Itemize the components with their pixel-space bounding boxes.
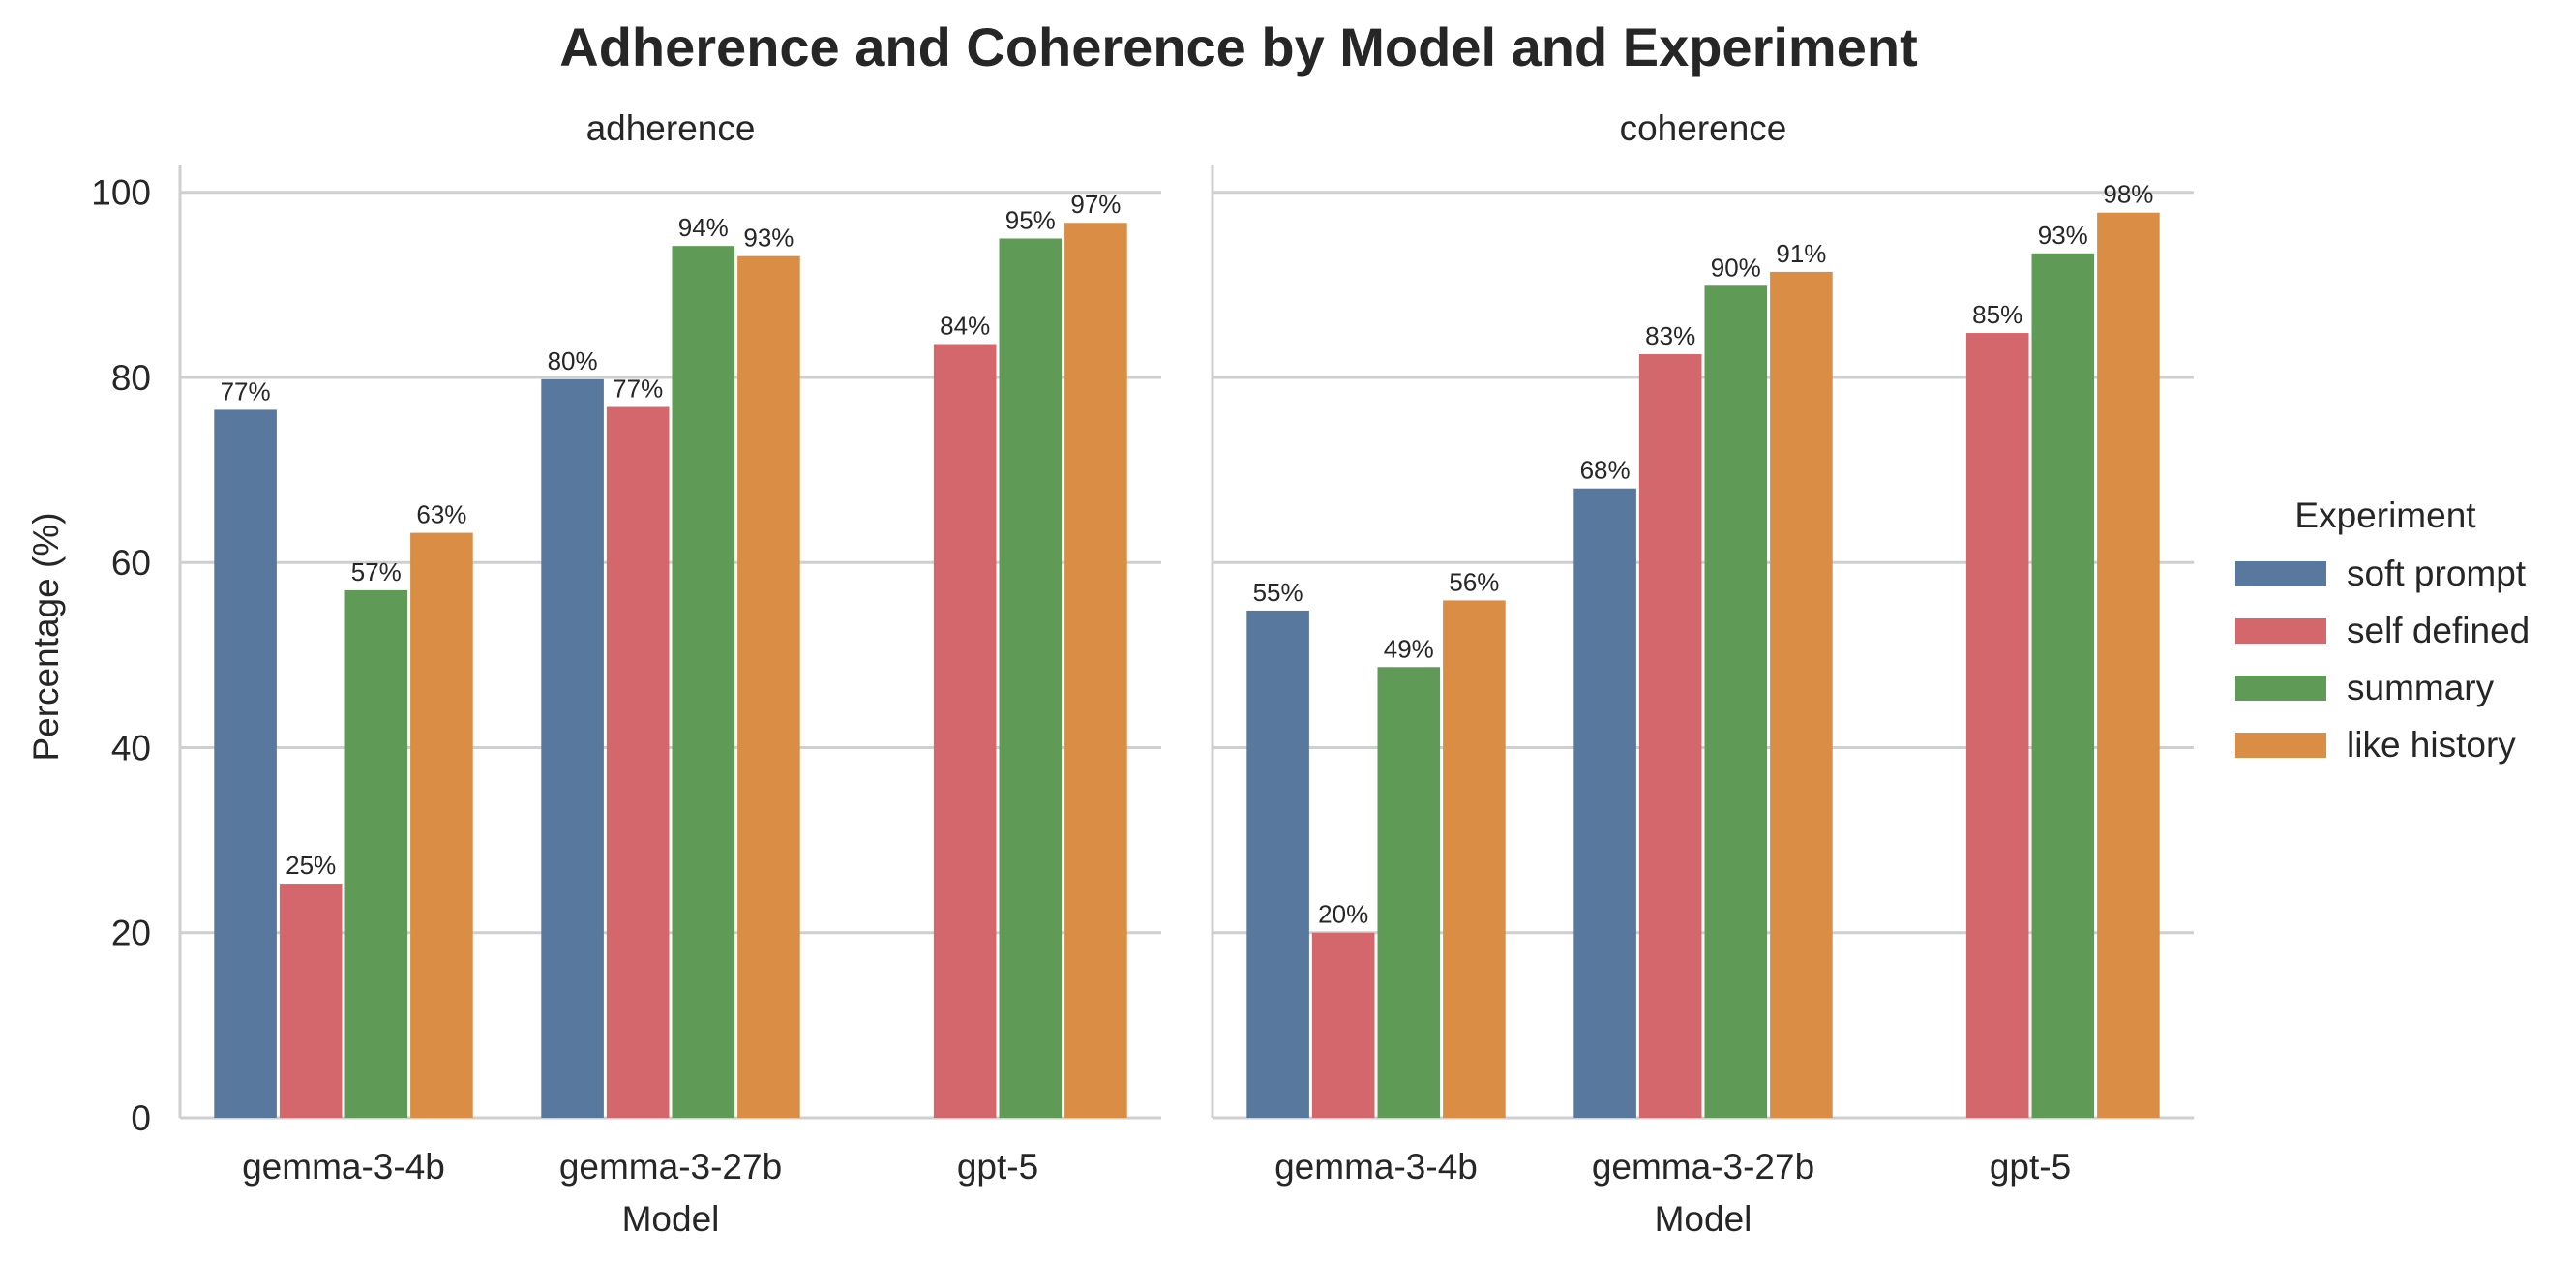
y-tick-label: 0 (131, 1098, 151, 1138)
bar-value-label: 93% (2038, 221, 2088, 250)
bar-like-history-gemma-3-4b (1443, 600, 1506, 1118)
x-tick-label: gemma-3-27b (559, 1147, 782, 1187)
bar-value-label: 77% (221, 376, 271, 406)
bar-soft-prompt-gemma-3-27b (541, 378, 604, 1118)
bar-value-label: 20% (1318, 900, 1368, 929)
bar-like-history-gpt-5 (1064, 223, 1127, 1119)
panel-adherence: 0 20 40 60 80 100 adherence 77% 25% 57% 63% gemma-3… (91, 108, 1161, 1239)
bar-value-label: 91% (1776, 239, 1826, 268)
panel-coherence: coherence 55% 20% 49% 56% gemma-3-4b 68% 83% 90%… (1211, 108, 2194, 1239)
bar-soft-prompt-gemma-3-4b (214, 409, 277, 1118)
bar-value-label: 83% (1645, 321, 1695, 350)
x-tick-label: gemma-3-4b (1274, 1147, 1478, 1187)
y-tick-label: 60 (111, 543, 151, 583)
panels: 0 20 40 60 80 100 adherence 77% 25% 57% 63% gemma-3… (91, 108, 2194, 1239)
bar-value-label: 80% (548, 346, 598, 376)
panel-title: coherence (1620, 108, 1787, 148)
bar-summary-gpt-5 (999, 238, 1063, 1118)
bar-soft-prompt-gemma-3-4b (1246, 610, 1309, 1118)
bar-value-label: 90% (1711, 253, 1761, 282)
bar-value-label: 25% (285, 851, 336, 880)
bar-value-label: 77% (613, 375, 663, 404)
legend-label-soft-prompt: soft prompt (2347, 554, 2527, 593)
bar-value-label: 68% (1580, 456, 1631, 485)
bar-value-label: 98% (2103, 180, 2153, 209)
y-tick-label: 100 (91, 173, 151, 213)
bar-self-defined-gemma-3-4b (279, 884, 343, 1118)
x-axis-label: Model (622, 1199, 720, 1239)
bar-summary-gemma-3-27b (1704, 285, 1768, 1118)
x-axis-label: Model (1655, 1199, 1752, 1239)
legend-label-self-defined: self defined (2347, 611, 2530, 650)
legend-label-summary: summary (2347, 668, 2495, 707)
bar-summary-gemma-3-4b (344, 589, 408, 1118)
bar-value-label: 56% (1449, 567, 1499, 596)
y-tick-label: 40 (111, 728, 151, 767)
bar-self-defined-gemma-3-27b (1638, 354, 1702, 1118)
bar-like-history-gemma-3-27b (737, 255, 800, 1118)
legend-swatch-self-defined (2235, 618, 2326, 644)
bar-value-label: 94% (678, 213, 729, 242)
bar-value-label: 95% (1005, 206, 1056, 235)
bar-like-history-gemma-3-27b (1770, 271, 1833, 1119)
bar-summary-gemma-3-27b (672, 246, 735, 1118)
bar-summary-gpt-5 (2031, 253, 2095, 1119)
bar-value-label: 49% (1384, 634, 1434, 663)
legend-title: Experiment (2294, 496, 2476, 535)
x-tick-label: gemma-3-27b (1592, 1147, 1814, 1187)
y-tick-label: 20 (111, 914, 151, 953)
bar-self-defined-gpt-5 (1965, 333, 2029, 1118)
panel-title: adherence (586, 108, 756, 148)
x-tick-label: gpt-5 (957, 1147, 1038, 1187)
bar-like-history-gpt-5 (2097, 212, 2160, 1118)
bar-value-label: 97% (1070, 190, 1121, 219)
legend-label-like-history: like history (2347, 725, 2516, 765)
bar-value-label: 57% (351, 557, 402, 586)
chart-title: Adherence and Coherence by Model and Exp… (559, 16, 1917, 77)
bar-self-defined-gemma-3-4b (1311, 932, 1375, 1118)
bar-like-history-gemma-3-4b (410, 532, 473, 1118)
legend-swatch-summary (2235, 676, 2326, 701)
legend-swatch-soft-prompt (2235, 561, 2326, 586)
bar-summary-gemma-3-4b (1377, 667, 1441, 1118)
x-tick-label: gpt-5 (1990, 1147, 2071, 1187)
bar-value-label: 84% (940, 312, 990, 341)
bar-soft-prompt-gemma-3-27b (1573, 488, 1636, 1118)
bar-value-label: 85% (1972, 300, 2022, 329)
y-tick-label: 80 (111, 358, 151, 398)
y-axis-label: Percentage (%) (26, 512, 66, 761)
bar-value-label: 63% (416, 500, 466, 529)
legend-swatch-like-history (2235, 733, 2326, 758)
legend: Experiment soft prompt self defined summar… (2235, 496, 2530, 765)
bar-value-label: 93% (743, 224, 794, 253)
x-tick-label: gemma-3-4b (242, 1147, 445, 1187)
bar-value-label: 55% (1253, 578, 1303, 607)
bar-self-defined-gemma-3-27b (606, 406, 670, 1118)
bar-self-defined-gpt-5 (933, 344, 997, 1118)
